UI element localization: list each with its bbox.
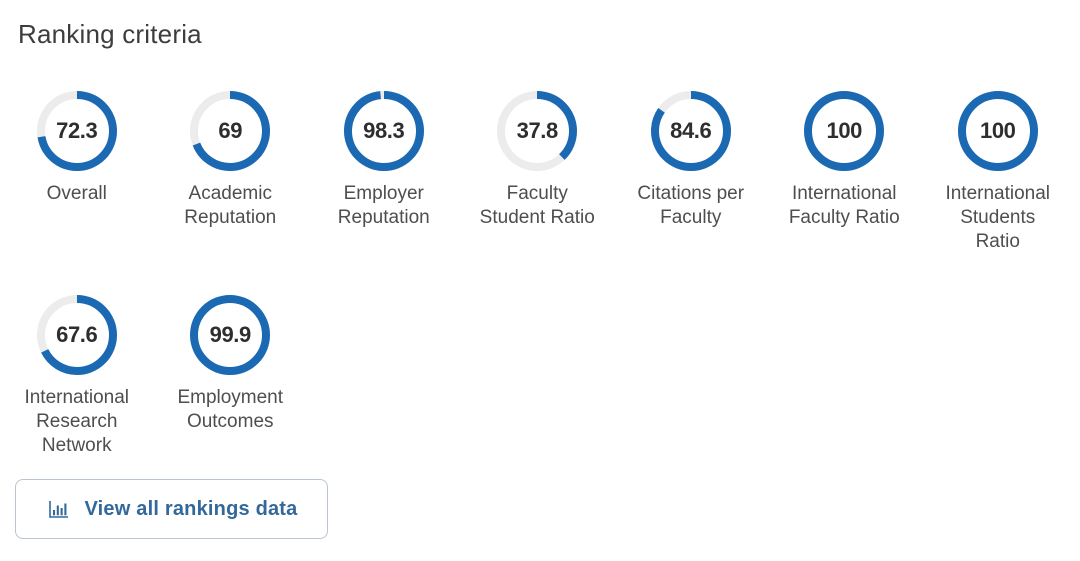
ring-progress-arc [957, 91, 1038, 171]
criteria-row-2: 67.6 International Research Network 99.9 E… [0, 295, 1080, 458]
criterion-value: 37.8 [516, 118, 559, 143]
criterion-value: 84.6 [670, 118, 712, 143]
section-title: Ranking criteria [18, 19, 202, 49]
criterion-citations-per-faculty: 84.6 Citations per Faculty [614, 91, 768, 230]
criterion-label: International Faculty Ratio [788, 183, 900, 228]
criterion-employment-outcomes: 99.9 Employment Outcomes [154, 295, 308, 434]
criterion-value: 100 [979, 118, 1016, 143]
criterion-label: Citations per Faculty [637, 183, 745, 228]
ring-progress-arc [36, 295, 117, 375]
criterion-overall: 72.3 Overall [0, 91, 154, 206]
criteria-row-1: 72.3 Overall 69 Academic Reputation 98.3 … [0, 91, 1080, 254]
criterion-international-students-ratio: 100 International Students Ratio [921, 91, 1075, 254]
criterion-label: Employment Outcomes [177, 387, 284, 432]
score-gauge: 84.6 [650, 91, 731, 171]
ring-progress-arc [804, 91, 885, 171]
criterion-label: Faculty Student Ratio [479, 183, 595, 228]
ring-progress-arc [650, 91, 731, 171]
criterion-value: 69 [218, 118, 243, 143]
criterion-value: 100 [826, 118, 862, 143]
criterion-international-research-network: 67.6 International Research Network [0, 295, 154, 458]
ring-progress-arc [343, 91, 424, 171]
ring-progress-arc [36, 91, 117, 171]
score-gauge: 99.9 [190, 295, 271, 375]
score-gauge: 100 [957, 91, 1038, 171]
view-all-rankings-button[interactable]: View all rankings data [15, 479, 328, 539]
score-gauge: 67.6 [36, 295, 117, 375]
criterion-value: 67.6 [56, 322, 98, 347]
criterion-value: 72.3 [56, 118, 98, 143]
criterion-value: 98.3 [363, 118, 405, 143]
bar-chart-icon [49, 501, 69, 518]
ring-progress-arc [190, 295, 271, 375]
criterion-academic-reputation: 69 Academic Reputation [154, 91, 308, 230]
criterion-label: International Students Ratio [945, 183, 1051, 252]
ring-progress-arc [190, 91, 271, 171]
ring-progress-arc [497, 91, 578, 171]
criterion-employer-reputation: 98.3 Employer Reputation [307, 91, 461, 230]
criterion-label: Academic Reputation [184, 183, 277, 228]
criterion-label: Employer Reputation [337, 183, 430, 228]
criterion-label: Overall [46, 183, 107, 204]
criterion-faculty-student-ratio: 37.8 Faculty Student Ratio [461, 91, 615, 230]
score-gauge: 37.8 [497, 91, 578, 171]
score-gauge: 72.3 [36, 91, 117, 171]
criterion-international-faculty-ratio: 100 International Faculty Ratio [768, 91, 922, 230]
score-gauge: 69 [190, 91, 271, 171]
score-gauge: 98.3 [343, 91, 424, 171]
criterion-label: International Research Network [24, 387, 130, 456]
score-gauge: 100 [804, 91, 885, 171]
criterion-value: 99.9 [209, 322, 252, 347]
view-all-rankings-label: View all rankings data [84, 497, 298, 520]
